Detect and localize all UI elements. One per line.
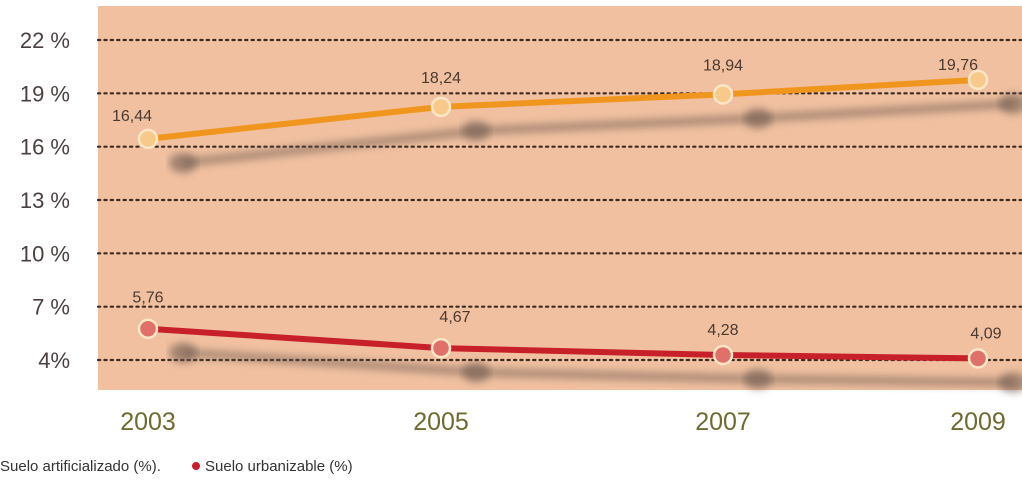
- series-line-suelo-artificializado: [145, 76, 981, 142]
- data-point: [137, 128, 159, 150]
- series-lines: [137, 69, 989, 369]
- y-tick-label: 16 %: [20, 135, 70, 160]
- data-label: 16,44: [112, 108, 152, 125]
- series-shadow: [182, 99, 1014, 167]
- x-tick-label: 2007: [695, 408, 751, 436]
- y-axis: 22 % 19 % 16 % 13 % 10 % 7 % 4%: [20, 28, 70, 373]
- data-label: 18,24: [421, 70, 461, 87]
- series-line-suelo-urbanizable: [145, 325, 981, 362]
- data-point: [430, 96, 452, 118]
- legend-marker: [192, 462, 200, 470]
- data-label: 4,67: [439, 309, 470, 326]
- marker-shadow: [744, 369, 772, 390]
- x-tick-label: 2003: [120, 408, 176, 436]
- legend-label: Suelo artificializado (%).: [0, 458, 161, 475]
- data-point: [967, 69, 989, 91]
- y-tick-label: 10 %: [20, 241, 70, 266]
- y-tick-label: 13 %: [20, 188, 70, 213]
- legend-label: Suelo urbanizable (%): [205, 458, 353, 475]
- data-label: 4,28: [707, 322, 738, 339]
- x-tick-label: 2009: [950, 408, 1006, 436]
- data-label: 19,76: [938, 57, 978, 74]
- data-label: 4,09: [970, 325, 1001, 342]
- data-label: 5,76: [132, 290, 163, 307]
- data-point: [712, 344, 734, 366]
- x-axis: 2003 2005 2007 2009: [120, 408, 1006, 436]
- data-label: 18,94: [703, 57, 743, 74]
- marker-shadow: [999, 93, 1022, 114]
- x-tick-label: 2005: [413, 408, 469, 436]
- data-labels: 16,44 18,24 18,94 19,76 5,76 4,67 4,28 4,09: [112, 57, 1002, 343]
- marker-shadow: [462, 362, 490, 383]
- y-tick-label: 19 %: [20, 81, 70, 106]
- marker-shadow: [169, 342, 197, 363]
- data-point: [967, 348, 989, 369]
- y-tick-label: 22 %: [20, 28, 70, 53]
- plot-area-background: [98, 6, 1022, 390]
- marker-shadow: [462, 120, 490, 141]
- series-shadow: [182, 348, 1014, 387]
- legend: Suelo artificializado (%). Suelo urbaniza…: [0, 458, 353, 475]
- grid-lines: [96, 38, 1022, 362]
- y-tick-label: 4%: [38, 348, 70, 373]
- data-point: [430, 337, 452, 359]
- line-shadows: [169, 93, 1022, 393]
- y-tick-label: 7 %: [32, 295, 70, 320]
- marker-shadow: [744, 108, 772, 129]
- data-point: [712, 84, 734, 105]
- data-point: [137, 318, 159, 339]
- marker-shadow: [999, 372, 1022, 393]
- marker-shadow: [169, 152, 197, 173]
